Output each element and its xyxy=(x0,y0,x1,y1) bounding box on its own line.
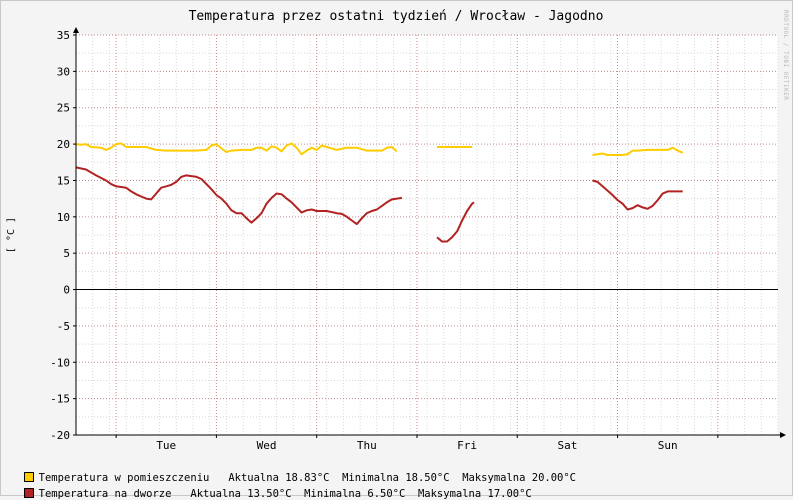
major-grid xyxy=(76,34,778,436)
y-tick-label: 15 xyxy=(57,174,70,187)
x-tick-label: Fri xyxy=(457,439,477,452)
series-line-outdoor xyxy=(436,201,475,243)
series-line-outdoor xyxy=(75,166,403,226)
y-tick-label: -20 xyxy=(50,429,70,442)
legend-label-indoor: Temperatura w pomieszczeniu xyxy=(38,472,210,484)
watermark: RRDTOOL / TOBI OETIKER xyxy=(782,10,789,100)
temperature-chart: 35 30 25 20 15 10 5 0 -5 -10 -15 -20 Tue Wed Thu Fri Sat… xyxy=(6,9,789,452)
minor-grid xyxy=(75,35,779,435)
series-line-indoor xyxy=(75,142,398,156)
y-tick-label: 25 xyxy=(57,102,70,115)
series-line-outdoor xyxy=(592,179,683,211)
y-tick-label: 35 xyxy=(57,29,70,42)
y-axis-label: [ °C ] xyxy=(6,217,17,253)
x-axis-arrow xyxy=(780,432,786,438)
series-line-indoor xyxy=(592,146,684,156)
legend-item-indoor: Temperatura w pomieszczeniu Aktualna 18.… xyxy=(11,460,576,484)
legend-swatch-outdoor xyxy=(23,488,34,498)
y-tick-label: 20 xyxy=(57,138,70,151)
y-tick-label: 5 xyxy=(63,247,70,260)
legend-swatch-indoor xyxy=(23,472,34,482)
legend-item-outdoor: Temperatura na dworze Aktualna 13.50°C M… xyxy=(11,476,532,500)
y-tick-label: 30 xyxy=(57,65,70,78)
chart-title: Temperatura przez ostatni tydzień / Wroc… xyxy=(189,9,604,24)
x-tick-label: Wed xyxy=(257,439,277,452)
y-tick-label: 0 xyxy=(63,284,70,297)
y-tick-label: -5 xyxy=(57,320,70,333)
y-axis-arrow xyxy=(73,27,79,33)
legend-stats-indoor: Aktualna 18.83°C Minimalna 18.50°C Maksy… xyxy=(228,472,576,484)
y-tick-label: 10 xyxy=(57,211,70,224)
x-tick-label: Sun xyxy=(658,439,678,452)
legend-label-outdoor: Temperatura na dworze xyxy=(38,488,172,500)
x-tick-label: Thu xyxy=(357,439,377,452)
series-layer xyxy=(75,142,684,243)
y-tick-label: -15 xyxy=(50,393,70,406)
x-tick-label: Tue xyxy=(156,439,176,452)
axes: 35 30 25 20 15 10 5 0 -5 -10 -15 -20 Tue Wed Thu Fri Sat… xyxy=(50,27,786,452)
y-tick-label: -10 xyxy=(50,356,70,369)
x-tick-label: Sat xyxy=(557,439,577,452)
legend-stats-outdoor: Aktualna 13.50°C Minimalna 6.50°C Maksym… xyxy=(190,488,532,500)
